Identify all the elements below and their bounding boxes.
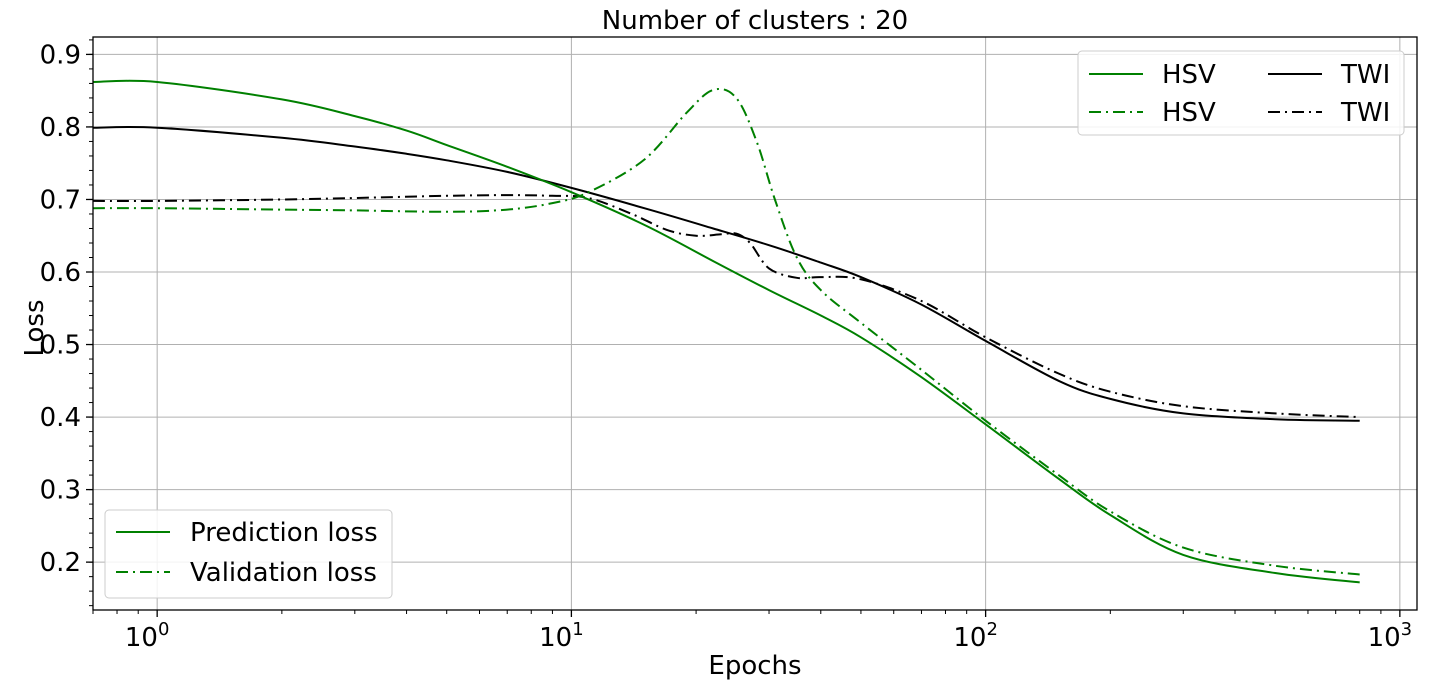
legend-series-box xyxy=(1077,50,1405,136)
plot-frame xyxy=(92,36,1418,611)
x-tick-label: 102 xyxy=(953,619,998,653)
series-twi-prediction-line xyxy=(92,125,1360,422)
legend-loss-type: Prediction loss Validation loss xyxy=(104,509,393,599)
legend-label: Validation loss xyxy=(190,558,377,588)
y-tick-label: 0.8 xyxy=(40,113,81,143)
y-tick-label: 0.7 xyxy=(40,185,81,215)
legend-label: Prediction loss xyxy=(190,518,378,548)
x-tick-label: 100 xyxy=(125,619,170,653)
series-hsv-prediction-line xyxy=(92,79,1360,584)
y-tick-label: 0.3 xyxy=(40,476,81,506)
legend-label: TWI xyxy=(1340,98,1390,128)
x-axis-label: Epochs xyxy=(708,651,801,681)
y-tick-label: 0.4 xyxy=(40,403,81,433)
y-axis-label: Loss xyxy=(20,299,50,356)
legend-label: HSV xyxy=(1162,60,1216,90)
y-tick-label: 0.2 xyxy=(40,548,81,578)
y-tick-label: 0.5 xyxy=(40,331,81,361)
x-tick-label: 103 xyxy=(1368,619,1413,653)
chart-title: Number of clusters : 20 xyxy=(602,6,908,36)
plot-lines xyxy=(92,79,1360,584)
legend-loss-box xyxy=(104,509,393,599)
axis-ticks: 0.2 0.3 0.4 0.5 0.6 0.7 0.8 0.9 100 101 102 103 xyxy=(40,40,1412,653)
y-tick-label: 0.6 xyxy=(40,258,81,288)
x-tick-label: 101 xyxy=(539,619,584,653)
legend-series: HSV HSV TWI TWI xyxy=(1077,50,1405,136)
series-twi-validation-line xyxy=(92,194,1360,419)
series-hsv-validation-line xyxy=(92,87,1360,576)
legend-label: TWI xyxy=(1340,60,1390,90)
legend-label: HSV xyxy=(1162,98,1216,128)
y-tick-label: 0.9 xyxy=(40,40,81,70)
